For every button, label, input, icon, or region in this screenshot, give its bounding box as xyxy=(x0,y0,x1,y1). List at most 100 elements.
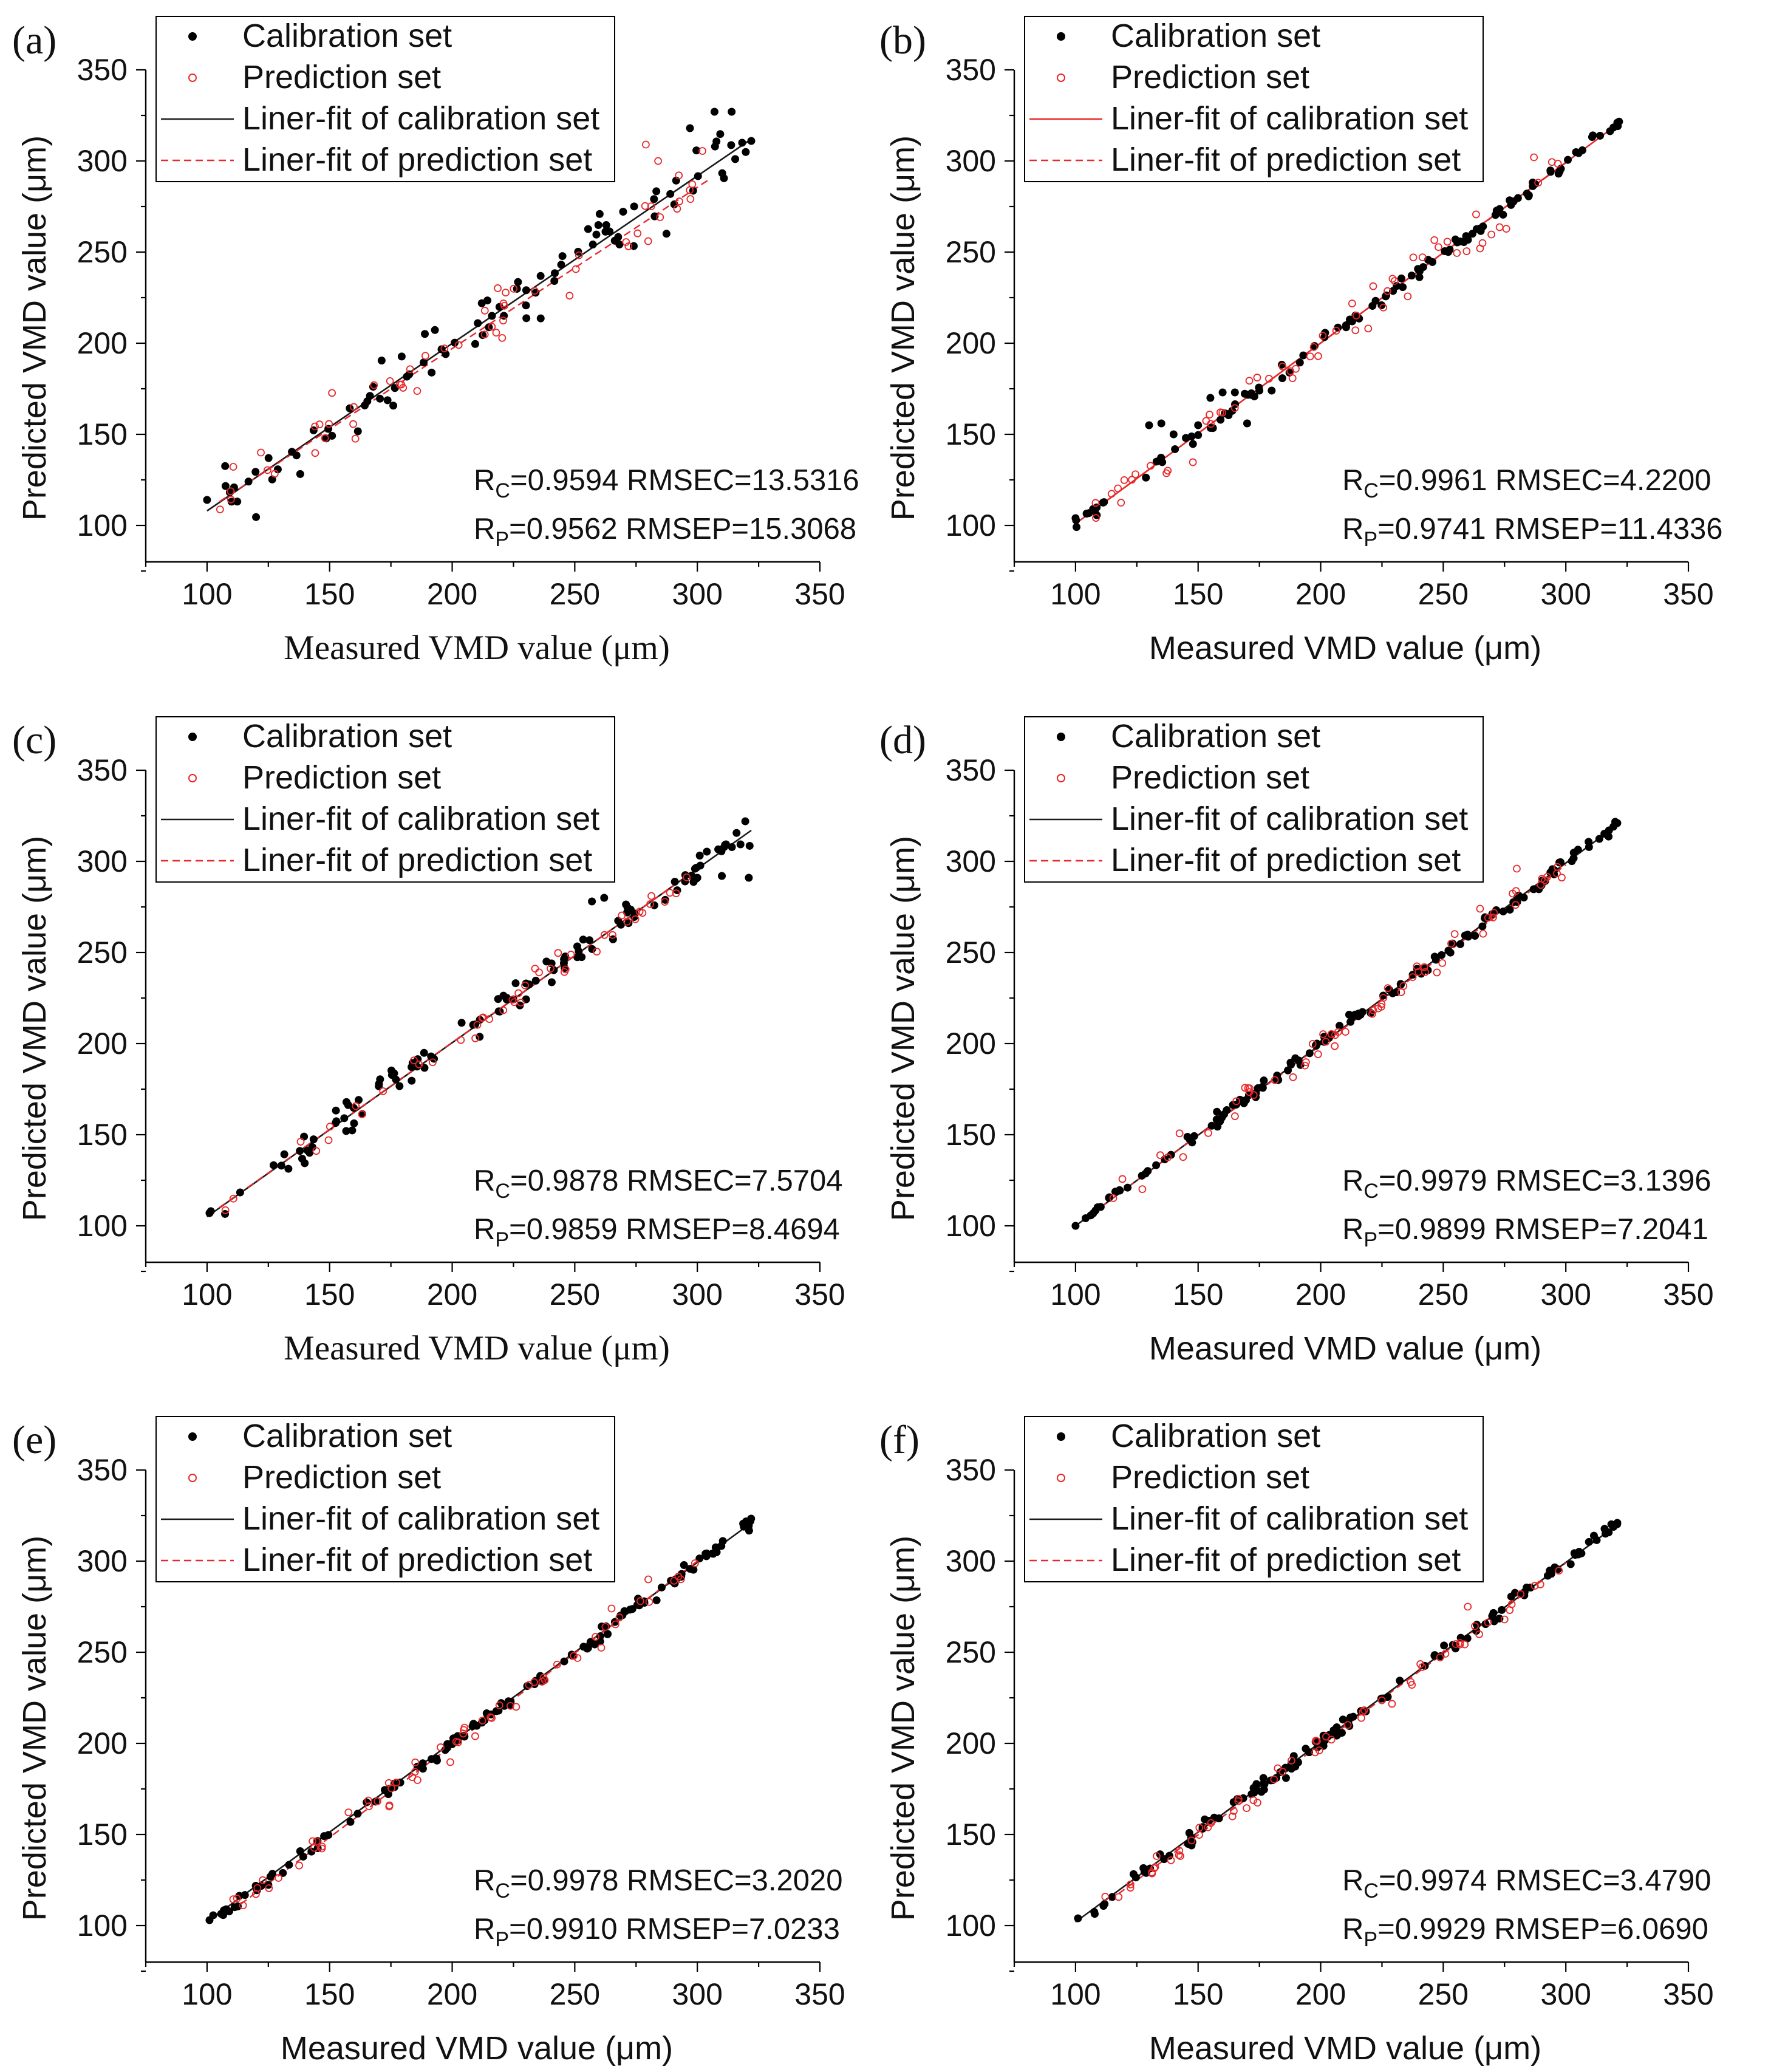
calibration-point xyxy=(1377,1694,1385,1703)
rc-value: =0.9978 RMSEC=3.2020 xyxy=(510,1864,843,1897)
calibration-point xyxy=(1446,948,1455,957)
y-axis-title: Predicted VMD value (μm) xyxy=(885,135,921,521)
prediction-point xyxy=(553,1660,561,1669)
prediction-point xyxy=(352,1102,360,1110)
calibration-point xyxy=(650,195,658,203)
prediction-point xyxy=(1195,1831,1203,1839)
x-tick-label: 200 xyxy=(427,1977,477,2011)
legend-box xyxy=(1024,16,1484,182)
prediction-point xyxy=(506,1701,514,1710)
calibration-point xyxy=(324,1831,333,1839)
calibration-point xyxy=(479,331,487,340)
calibration-point xyxy=(205,1916,214,1924)
prediction-point xyxy=(1148,1869,1156,1878)
x-tick-label: 300 xyxy=(672,577,722,611)
calibration-point xyxy=(592,230,601,239)
calibration-point xyxy=(1223,1106,1231,1115)
prediction-point xyxy=(635,908,644,916)
y-tick-label: 100 xyxy=(946,1209,996,1243)
prediction-point xyxy=(392,1779,401,1787)
calibration-point xyxy=(1407,272,1416,280)
calibration-point xyxy=(1589,1531,1598,1540)
calibration-point xyxy=(1099,498,1107,507)
prediction-point xyxy=(1319,1030,1327,1038)
filled-dot-icon xyxy=(188,1432,197,1441)
calibration-point xyxy=(366,392,374,400)
legend-label: Liner-fit of calibration set xyxy=(1111,801,1468,837)
prediction-point xyxy=(233,1895,241,1903)
prediction-point xyxy=(1206,411,1213,419)
prediction-point xyxy=(530,1678,538,1686)
stats-prediction: RP=0.9929 RMSEP=6.0690 xyxy=(1342,1913,1708,1951)
legend-label: Liner-fit of prediction set xyxy=(242,142,592,178)
prediction-point xyxy=(1207,420,1215,428)
calibration-point xyxy=(350,1119,358,1127)
calibration-point xyxy=(1082,510,1091,518)
x-tick-label: 200 xyxy=(427,1277,477,1311)
calibration-point xyxy=(522,995,530,1004)
calibration-point xyxy=(264,454,273,462)
prediction-point xyxy=(600,931,609,939)
x-axis-title: Measured VMD value (μm) xyxy=(284,629,670,667)
x-tick-label: 100 xyxy=(182,577,232,611)
calibration-point xyxy=(738,138,746,147)
calibration-point xyxy=(630,202,638,211)
calibration-point xyxy=(1463,931,1472,939)
calibration-point xyxy=(1213,1107,1221,1116)
x-axis-title: Measured VMD value (μm) xyxy=(1149,630,1541,666)
prediction-point xyxy=(1553,863,1561,871)
rp-value: =0.9859 RMSEP=8.4694 xyxy=(509,1213,840,1246)
prediction-point xyxy=(1308,1040,1317,1048)
prediction-point xyxy=(229,463,237,471)
prediction-point xyxy=(387,1784,395,1793)
x-tick-label: 200 xyxy=(1295,577,1346,611)
calibration-point xyxy=(1498,1605,1506,1614)
prediction-point xyxy=(471,1034,480,1042)
prediction-point xyxy=(1302,1058,1310,1066)
prediction-point xyxy=(325,420,333,428)
prediction-point xyxy=(631,915,640,923)
x-tick-label: 100 xyxy=(1050,1277,1100,1311)
prediction-point xyxy=(1331,1031,1339,1039)
prediction-point xyxy=(311,449,319,457)
calibration-point xyxy=(1071,514,1080,522)
calibration-point xyxy=(1585,1537,1593,1546)
y-tick-label: 100 xyxy=(946,508,996,542)
calibration-point xyxy=(511,979,520,988)
prediction-point xyxy=(1204,1823,1212,1831)
prediction-point xyxy=(1377,1696,1386,1704)
calibration-point xyxy=(1071,1222,1080,1230)
prediction-point xyxy=(1476,904,1484,913)
y-tick-label: 250 xyxy=(77,935,128,969)
prediction-point xyxy=(1322,1038,1330,1046)
prediction-point xyxy=(1447,939,1455,948)
prediction-point xyxy=(379,1087,387,1095)
y-tick-label: 250 xyxy=(946,1635,996,1669)
calibration-point xyxy=(376,1075,384,1084)
calibration-point xyxy=(1346,1713,1354,1722)
calibration-point xyxy=(579,935,587,944)
calibration-point xyxy=(1091,507,1099,515)
calibration-point xyxy=(692,146,701,155)
legend-label: Liner-fit of prediction set xyxy=(1111,842,1461,878)
calibration-point xyxy=(628,1605,636,1613)
prediction-point xyxy=(1253,374,1261,381)
calibration-point xyxy=(720,174,728,182)
calibration-point xyxy=(1268,386,1276,395)
calibration-point xyxy=(431,326,439,334)
calibration-point xyxy=(1596,131,1605,140)
prediction-point xyxy=(1120,476,1128,484)
calibration-point xyxy=(1295,358,1304,367)
prediction-point xyxy=(1091,499,1100,507)
prediction-point xyxy=(499,316,507,325)
calibration-point xyxy=(558,252,567,261)
calibration-point xyxy=(1099,1902,1108,1910)
prediction-point xyxy=(508,996,517,1004)
calibration-point xyxy=(309,426,318,434)
y-tick-label: 100 xyxy=(77,508,128,542)
panel-label: (a) xyxy=(12,18,56,63)
calibration-point xyxy=(377,357,386,365)
y-tick-label: 250 xyxy=(946,935,996,969)
x-tick-label: 150 xyxy=(304,1977,355,2011)
prediction-point xyxy=(1341,1028,1350,1036)
